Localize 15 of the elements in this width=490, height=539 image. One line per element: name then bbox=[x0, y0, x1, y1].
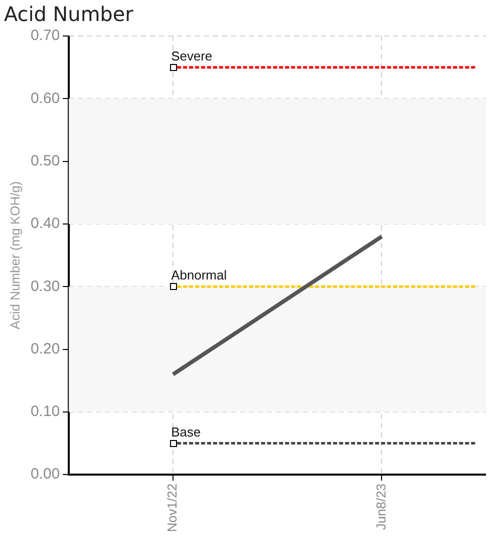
x-tick-label: Jun8/23 bbox=[373, 484, 388, 530]
ref-line-label: Base bbox=[171, 424, 201, 440]
y-tick-label: 0.50 bbox=[30, 152, 60, 170]
ref-line-label: Abnormal bbox=[171, 268, 227, 283]
y-tick-label: 0.60 bbox=[30, 90, 60, 107]
x-tick-label: Nov1/22 bbox=[164, 484, 180, 532]
y-tick-label: 0.10 bbox=[30, 403, 60, 420]
y-tick-label: 0.40 bbox=[30, 215, 60, 232]
y-tick-label: 0.70 bbox=[30, 27, 60, 44]
y-tick-label: 0.30 bbox=[30, 278, 60, 295]
chart-title: Acid Number bbox=[4, 2, 134, 26]
y-axis-title: Acid Number (mg KOH/g) bbox=[7, 181, 22, 330]
y-tick-label: 0.20 bbox=[30, 340, 60, 358]
ref-line-label: Severe bbox=[171, 48, 212, 64]
y-tick-label: 0.00 bbox=[30, 466, 60, 483]
